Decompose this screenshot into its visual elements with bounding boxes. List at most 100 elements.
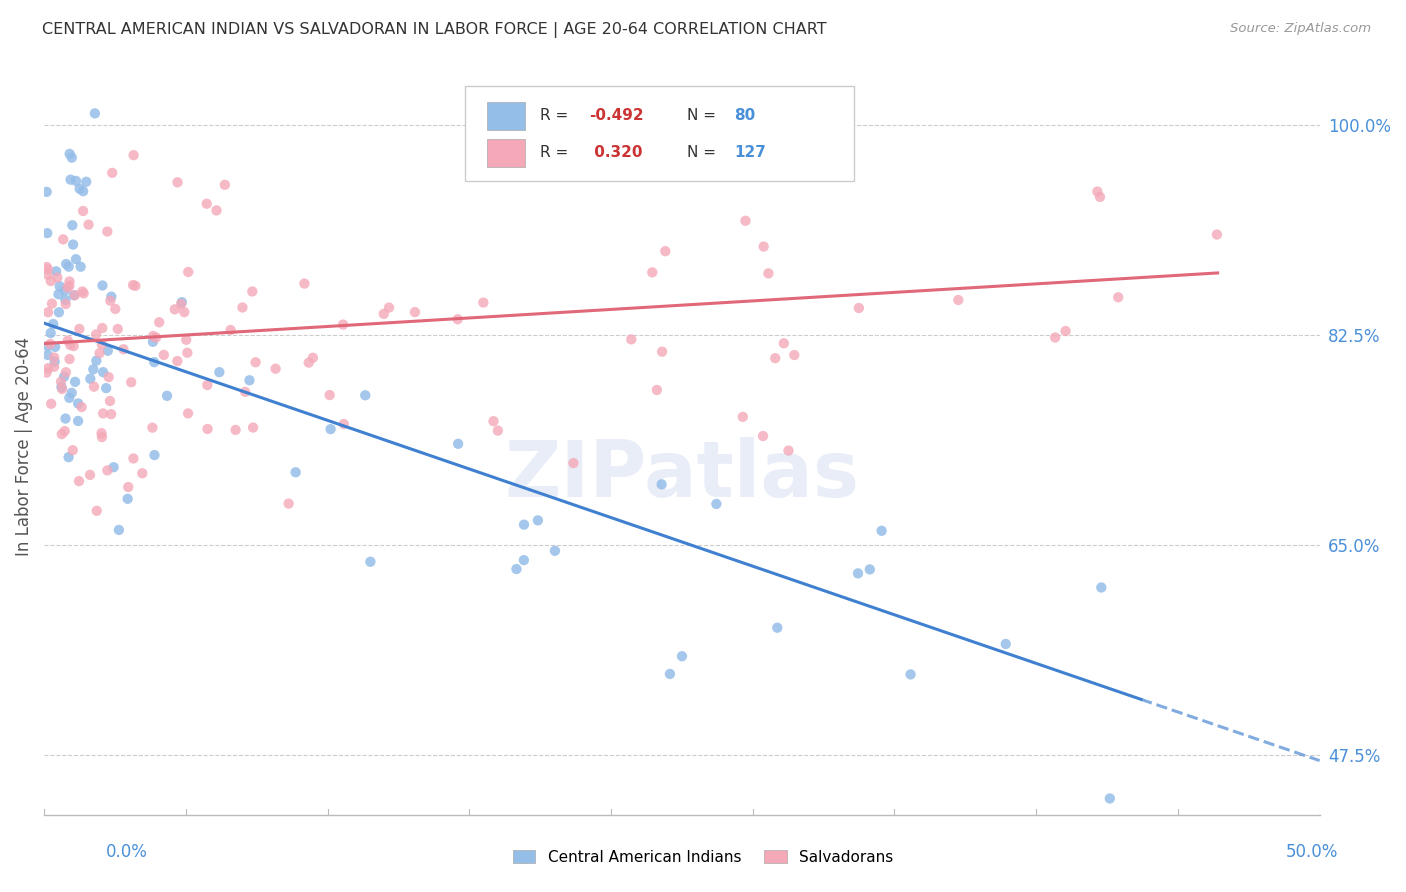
Text: 0.320: 0.320 xyxy=(589,145,643,161)
Point xyxy=(65,252,87,267)
Text: 80: 80 xyxy=(734,108,755,123)
Point xyxy=(58,260,80,274)
Point xyxy=(72,184,94,198)
Point xyxy=(91,278,114,293)
Point xyxy=(156,389,179,403)
Point xyxy=(56,334,79,348)
Point xyxy=(51,382,73,396)
Point xyxy=(37,226,59,240)
Point xyxy=(53,369,76,384)
Point xyxy=(86,504,108,518)
Point xyxy=(46,270,69,285)
Point xyxy=(84,327,107,342)
Point xyxy=(378,301,401,315)
Point xyxy=(55,297,77,311)
Point xyxy=(988,838,1011,852)
Point xyxy=(96,381,118,395)
Point xyxy=(294,277,316,291)
Point xyxy=(79,372,101,386)
Point xyxy=(112,343,135,357)
Point xyxy=(122,451,145,466)
Point xyxy=(848,301,870,315)
Point xyxy=(177,406,200,420)
Point xyxy=(37,348,59,362)
Point xyxy=(97,343,120,358)
Point xyxy=(55,411,77,425)
Point xyxy=(562,456,585,470)
Point xyxy=(90,337,112,351)
Point xyxy=(58,278,80,293)
Point xyxy=(783,348,806,362)
Point xyxy=(58,352,80,367)
Point xyxy=(373,307,395,321)
Point xyxy=(900,667,922,681)
Point xyxy=(354,388,377,402)
Text: -0.492: -0.492 xyxy=(589,108,644,123)
Point xyxy=(1206,227,1229,242)
Point xyxy=(37,262,59,277)
Point xyxy=(35,366,58,380)
Point xyxy=(44,354,66,368)
Point xyxy=(173,305,195,319)
Text: N =: N = xyxy=(688,145,721,161)
Point xyxy=(870,524,893,538)
Point xyxy=(447,312,470,326)
Point xyxy=(58,450,80,465)
Point xyxy=(177,265,200,279)
Point xyxy=(96,463,118,477)
Point xyxy=(62,339,84,353)
Point xyxy=(145,330,167,344)
Legend: Central American Indians, Salvadorans: Central American Indians, Salvadorans xyxy=(506,844,900,871)
Point xyxy=(763,351,786,366)
Point xyxy=(752,239,775,253)
Point xyxy=(39,274,62,288)
Point xyxy=(513,553,536,567)
Point xyxy=(60,219,83,233)
Point xyxy=(284,465,307,479)
Point xyxy=(225,423,247,437)
Point xyxy=(44,351,66,365)
Point xyxy=(472,295,495,310)
Text: 0.0%: 0.0% xyxy=(105,843,148,861)
Point xyxy=(1043,330,1066,344)
Point xyxy=(37,268,59,282)
Point xyxy=(1081,838,1104,852)
Point xyxy=(69,260,91,274)
Point xyxy=(55,257,77,271)
Point xyxy=(37,305,59,319)
Text: CENTRAL AMERICAN INDIAN VS SALVADORAN IN LABOR FORCE | AGE 20-64 CORRELATION CHA: CENTRAL AMERICAN INDIAN VS SALVADORAN IN… xyxy=(42,22,827,38)
Text: R =: R = xyxy=(540,145,574,161)
Point xyxy=(117,491,139,506)
Point xyxy=(245,355,267,369)
Point xyxy=(176,345,198,359)
Point xyxy=(166,354,188,368)
Point xyxy=(62,237,84,252)
Point xyxy=(641,265,664,279)
Point xyxy=(233,384,256,399)
Point xyxy=(72,285,94,299)
Text: Source: ZipAtlas.com: Source: ZipAtlas.com xyxy=(1230,22,1371,36)
Point xyxy=(58,391,80,405)
Point xyxy=(1098,791,1121,805)
Point xyxy=(752,429,775,443)
Point xyxy=(41,296,63,310)
Point xyxy=(100,290,122,304)
Point xyxy=(141,420,163,434)
Point xyxy=(859,562,882,576)
Point xyxy=(671,649,693,664)
Point xyxy=(96,225,118,239)
Point xyxy=(706,497,728,511)
Point xyxy=(620,332,643,346)
Point xyxy=(83,106,105,120)
Point xyxy=(142,329,165,343)
Point xyxy=(170,297,193,311)
Point xyxy=(35,260,58,274)
Point xyxy=(447,437,470,451)
Point xyxy=(91,365,114,379)
Point xyxy=(49,375,72,389)
Point xyxy=(166,175,188,189)
Point xyxy=(195,378,218,392)
Point xyxy=(1085,185,1108,199)
Point xyxy=(72,204,94,219)
Point xyxy=(89,346,111,360)
